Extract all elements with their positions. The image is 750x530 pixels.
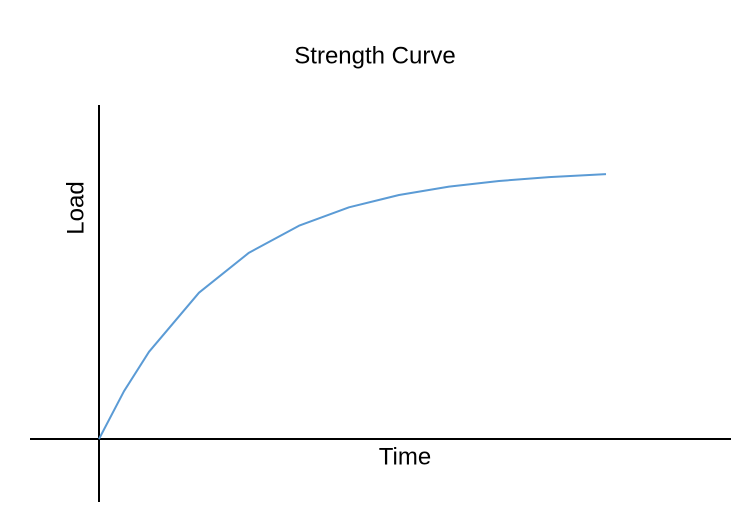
x-label: Time <box>379 443 431 470</box>
curve <box>98 173 607 440</box>
title: Strength Curve <box>294 42 455 69</box>
y-label: Load <box>62 181 89 234</box>
